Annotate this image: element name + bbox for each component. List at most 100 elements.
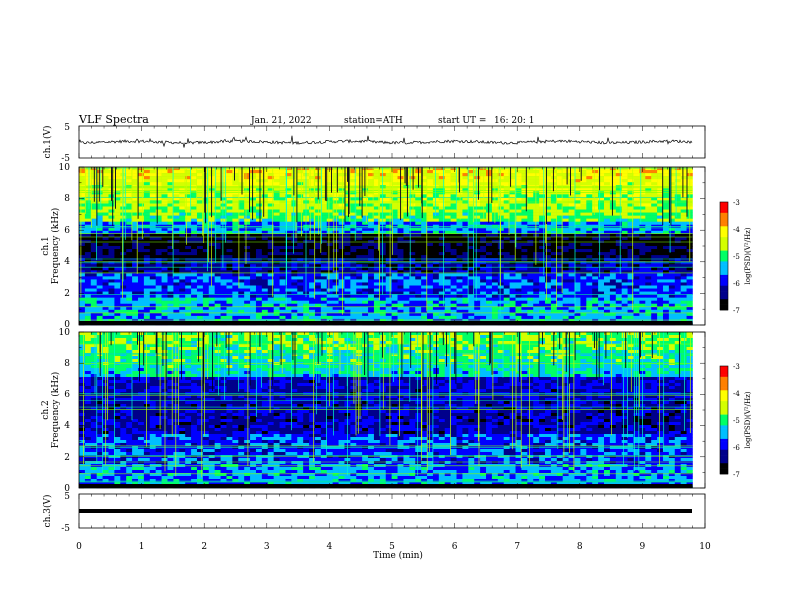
spectrogram-cell xyxy=(533,258,540,262)
spectrogram-cell xyxy=(456,221,463,226)
spectrogram-cell xyxy=(108,273,115,277)
spectrogram-cell xyxy=(686,279,693,283)
spectrogram-cell xyxy=(480,303,487,308)
spectrogram-cell xyxy=(155,227,162,232)
spectrogram-cell xyxy=(550,191,558,195)
spectrogram-cell xyxy=(102,255,109,259)
spectrogram-cell xyxy=(173,285,180,289)
spectrogram-cell xyxy=(185,270,192,274)
spectrogram-cell xyxy=(173,197,180,201)
spectrogram-cell xyxy=(143,279,151,283)
spectrogram-cell xyxy=(668,294,676,298)
spectrogram-cell xyxy=(173,215,180,219)
spectrogram-cell xyxy=(527,218,534,222)
spectrogram-cell xyxy=(427,179,434,183)
spectrogram-cell xyxy=(309,194,316,198)
spectrogram-cell xyxy=(309,249,316,253)
spectrogram-cell xyxy=(320,294,328,298)
spectrogram-cell xyxy=(279,185,286,189)
spectrogram-cell xyxy=(255,246,263,250)
spectrogram-cell xyxy=(657,167,664,171)
spectrogram-cell xyxy=(521,297,528,301)
spectrogram-cell xyxy=(232,185,239,189)
spectrogram-cell xyxy=(350,270,357,274)
spectrogram-cell xyxy=(84,252,92,256)
spectrogram-cell xyxy=(604,300,611,305)
spectrogram-cell xyxy=(586,188,593,192)
spectrogram-cell xyxy=(208,291,215,295)
spectrogram-cell xyxy=(149,303,156,308)
spectrogram-cell xyxy=(332,279,339,283)
spectrogram-cell xyxy=(232,285,239,289)
spectrogram-cell xyxy=(297,267,304,271)
spectrogram-cell xyxy=(521,288,528,292)
spectrogram-cell xyxy=(662,212,670,216)
spectrogram-cell xyxy=(421,306,428,311)
spectrogram-cell xyxy=(356,303,363,308)
spectrogram-cell xyxy=(509,297,516,301)
spectrogram-cell xyxy=(462,206,469,210)
spectrogram-cell xyxy=(267,197,274,201)
spectrogram-cell xyxy=(550,227,558,232)
spectrogram-cell xyxy=(279,218,286,222)
spectrogram-cell xyxy=(539,188,546,192)
spectrogram-cell xyxy=(161,185,168,189)
spectrogram-cell xyxy=(651,249,658,253)
spectrogram-cell xyxy=(503,176,510,180)
spectrogram-cell xyxy=(84,288,92,292)
spectrogram-cell xyxy=(444,215,451,219)
spectrogram-cell xyxy=(403,212,410,216)
spectrogram-cell xyxy=(137,185,145,189)
spectrogram-cell xyxy=(609,291,617,295)
spectrogram-cell xyxy=(143,230,151,235)
spectrogram-cell xyxy=(137,264,145,268)
spectrogram-cell xyxy=(574,206,581,210)
spectrogram-cell xyxy=(267,249,274,253)
spectrogram-cell xyxy=(444,279,451,283)
spectrogram-cell xyxy=(438,297,446,301)
spectrogram-cell xyxy=(338,194,345,198)
spectrogram-cell xyxy=(680,233,687,238)
spectrogram-cell xyxy=(344,236,351,241)
spectrogram-cell xyxy=(639,297,646,301)
spectrogram-cell xyxy=(421,258,428,262)
spectrogram-cell xyxy=(309,176,316,180)
spectrogram-cell xyxy=(621,209,628,213)
spectrogram-cell xyxy=(539,279,546,283)
spectrogram-cell xyxy=(456,191,463,195)
spectrogram-cell xyxy=(509,203,516,207)
spectrogram-cell xyxy=(462,203,469,207)
spectrogram-cell xyxy=(84,249,92,253)
spectrogram-cell xyxy=(568,303,575,308)
spectrogram-cell xyxy=(149,264,156,268)
spectrogram-cell xyxy=(515,303,522,308)
spectrogram-cell xyxy=(503,306,510,311)
spectrogram-cell xyxy=(137,173,145,177)
spectrogram-cell xyxy=(250,209,257,213)
spectrogram-cell xyxy=(279,252,286,256)
spectrogram-cell xyxy=(409,218,416,222)
spectrogram-cell xyxy=(474,264,481,268)
spectrogram-cell xyxy=(167,173,174,177)
spectrogram-cell xyxy=(456,258,463,262)
spectrogram-cell xyxy=(515,239,522,244)
spectrogram-cell xyxy=(191,288,198,292)
spectrogram-cell xyxy=(338,282,345,286)
spectrogram-cell xyxy=(438,282,446,286)
spectrogram-cell xyxy=(509,179,516,183)
spectrogram-cell xyxy=(580,185,587,189)
spectrogram-cell xyxy=(592,197,599,201)
spectrogram-cell xyxy=(662,249,670,253)
spectrogram-cell xyxy=(314,282,322,286)
spectrogram-cell xyxy=(609,194,617,198)
spectrogram-cell xyxy=(238,218,245,222)
spectrogram-cell xyxy=(214,212,221,216)
spectrogram-cell xyxy=(232,197,239,201)
spectrogram-cell xyxy=(621,170,628,174)
spectrogram-cell xyxy=(450,306,457,311)
spectrogram-cell xyxy=(114,215,121,219)
spectrogram-cell xyxy=(344,227,351,232)
spectrogram-cell xyxy=(533,218,540,222)
spectrogram-cell xyxy=(568,230,575,235)
spectrogram-cell xyxy=(509,170,516,174)
